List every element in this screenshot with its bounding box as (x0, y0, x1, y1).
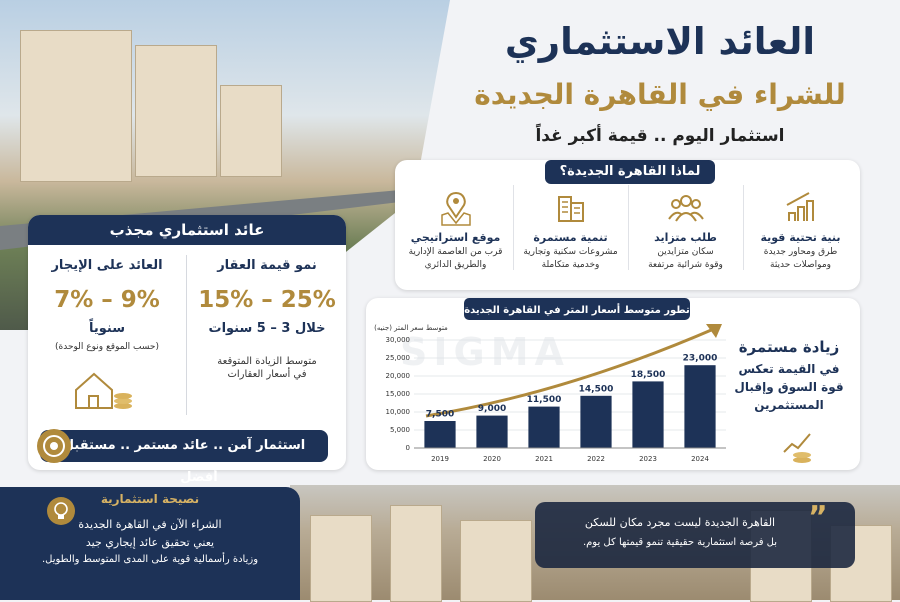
why-item-title: موقع استراتيجي (410, 231, 501, 244)
advice-text: يعني تحقيق عائد إيجاري جيد (85, 536, 215, 549)
data-label: 18,500 (631, 370, 666, 380)
y-axis-label: متوسط سعر المتر (جنيه) (374, 324, 448, 332)
y-tick-label: 30,000 (386, 336, 411, 344)
chart-title-bg (464, 298, 690, 320)
bar-chart: تطور متوسط أسعار المتر في القاهرة الجديد… (374, 298, 726, 463)
why-icon (786, 192, 814, 221)
data-label: 14,500 (579, 384, 614, 394)
column-note: متوسط الزيادة المتوقعة (217, 356, 317, 367)
why-items: بنية تحتية قوية طرق ومحاور جديدة ومواصلات … (398, 185, 858, 285)
why-item-title: طلب متزايد (654, 231, 717, 244)
building (310, 515, 372, 602)
why-item-text: وقوة شرائية مرتفعة (648, 260, 723, 270)
house-icon (75, 372, 132, 409)
banner-text: استثمار آمن .. عائد مستمر .. مستقبل أفضل (62, 438, 306, 485)
building (390, 505, 442, 602)
divider (186, 255, 187, 415)
advice-title: نصيحة استثمارية (100, 492, 200, 506)
quote: القاهرة الجديدة ليست مجرد مكان للسكن بل … (540, 516, 820, 548)
growth-icon (783, 433, 811, 463)
y-tick-label: 25,000 (386, 354, 411, 362)
why-item-text: سكان متزايدين (657, 247, 714, 257)
why-icon (667, 195, 704, 222)
returns-column: نمو قيمة العقار 15% – 25% خلال 3 – 5 سنو… (188, 258, 346, 380)
why-item: طلب متزايد سكان متزايدين وقوة شرائية مرتفع… (628, 185, 744, 270)
building (20, 30, 132, 182)
returns-column: العائد على الإيجار 7% – 9% سنوياً (حسب ا… (28, 258, 186, 352)
y-tick-label: 0 (406, 444, 410, 452)
x-tick-label: 2023 (639, 455, 657, 463)
watermark: SIGMA (400, 330, 570, 374)
growth-text: المستثمرين (754, 398, 824, 412)
bar (424, 421, 456, 448)
building (135, 45, 217, 177)
data-label: 23,000 (683, 354, 718, 364)
growth-text: قوة السوق وإقبال (734, 380, 844, 394)
x-tick-label: 2019 (431, 455, 449, 463)
column-title: العائد على الإيجار (51, 258, 163, 273)
y-tick-label: 15,000 (386, 390, 411, 398)
advice-text: الشراء الآن في القاهرة الجديدة (78, 518, 222, 531)
why-item-text: قرب من العاصمة الإدارية (408, 247, 503, 257)
advice: نصيحة استثمارية الشراء الآن في القاهرة ا… (0, 492, 300, 565)
advice-text: وزيادة رأسمالية قوية على المدى المتوسط و… (41, 554, 259, 565)
subtitle: للشراء في القاهرة الجديدة (474, 78, 846, 111)
column-note: في أسعار العقارات (227, 369, 307, 380)
data-label: 11,500 (527, 395, 562, 405)
growth: زيادة مستمرة في القيمة تعكس قوة السوق وإ… (722, 338, 856, 412)
x-tick-label: 2024 (691, 455, 709, 463)
quote-text: القاهرة الجديدة ليست مجرد مكان للسكن (584, 516, 776, 529)
column-range: 7% – 9% (54, 287, 160, 313)
why-item: تنمية مستمرة مشروعات سكنية وتجارية وخدمية … (513, 185, 629, 270)
column-period: سنوياً (88, 321, 125, 336)
x-tick-label: 2021 (535, 455, 553, 463)
building (220, 85, 282, 177)
column-range: 15% – 25% (198, 287, 336, 313)
target-icon (37, 429, 71, 463)
quote-text: بل فرصة استثمارية حقيقية تنمو قيمتها كل … (582, 537, 778, 548)
quote-mark: ” (808, 500, 828, 535)
why-item-text: وخدمية متكاملة (541, 260, 600, 270)
y-tick-label: 10,000 (386, 408, 411, 416)
why-item: موقع استراتيجي قرب من العاصمة الإدارية وال… (398, 185, 514, 270)
why-item-text: والطريق الدائري (424, 260, 487, 270)
bar (476, 415, 508, 448)
why-item-title: بنية تحتية قوية (760, 231, 841, 244)
x-tick-label: 2020 (483, 455, 501, 463)
title: العائد الاستثماري (504, 20, 816, 63)
column-note: (حسب الموقع ونوع الوحدة) (55, 342, 159, 352)
why-title: لماذا القاهرة الجديدة؟ (545, 160, 715, 184)
column-title: نمو قيمة العقار (217, 258, 317, 273)
bar (684, 365, 716, 448)
trend-arrow (425, 326, 717, 418)
bar (528, 406, 560, 448)
bar (632, 381, 664, 448)
why-item-text: طرق ومحاور جديدة (763, 247, 838, 257)
y-tick-label: 20,000 (386, 372, 411, 380)
column-period: خلال 3 – 5 سنوات (208, 321, 326, 336)
returns-banner: استثمار آمن .. عائد مستمر .. مستقبل أفضل (40, 430, 328, 485)
quote-box (535, 502, 855, 568)
data-label: 9,000 (478, 404, 506, 414)
why-item-text: ومواصلات حديثة (770, 260, 831, 270)
chart-title: تطور متوسط أسعار المتر في القاهرة الجديد… (464, 303, 690, 316)
building (460, 520, 532, 602)
returns-card (28, 215, 346, 470)
y-tick-label: 5,000 (390, 426, 410, 434)
why-item: بنية تحتية قوية طرق ومحاور جديدة ومواصلات … (743, 185, 858, 270)
x-tick-label: 2022 (587, 455, 605, 463)
data-label: 7,500 (426, 410, 454, 420)
trend-arrowhead (706, 324, 722, 338)
bulb-icon (47, 497, 75, 525)
why-icon (440, 191, 471, 226)
growth-text: في القيمة تعكس (738, 362, 840, 376)
growth-title: زيادة مستمرة (738, 338, 840, 356)
bar (580, 395, 612, 448)
why-item-text: مشروعات سكنية وتجارية (523, 247, 618, 257)
why-icon (557, 196, 584, 222)
tagline: استثمار اليوم .. قيمة أكبر غداً (535, 126, 785, 146)
returns-title: عائد استثماري مجذب (28, 215, 346, 245)
why-item-title: تنمية مستمرة (533, 231, 608, 244)
